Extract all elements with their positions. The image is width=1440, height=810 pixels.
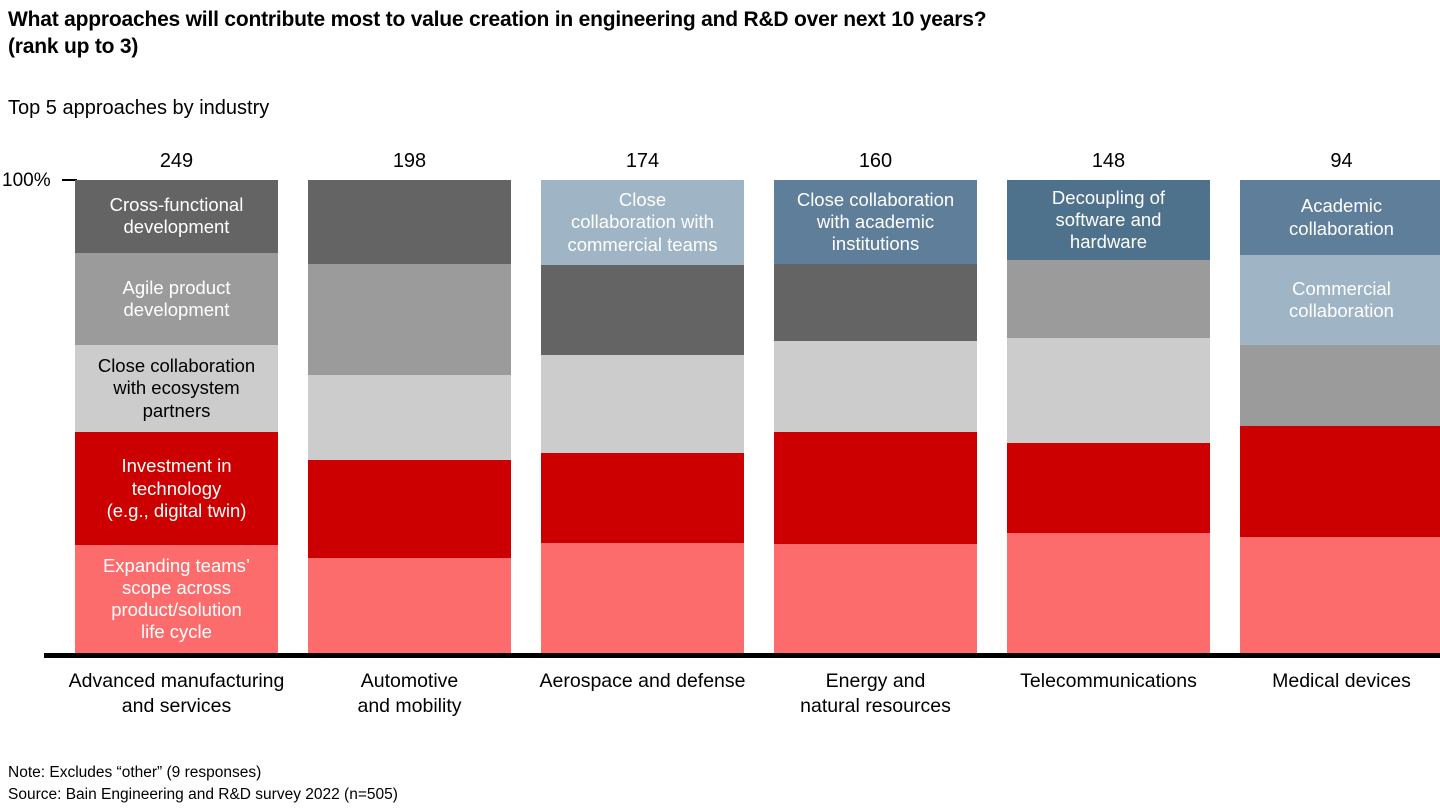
bar-segment[interactable]: Decoupling of software and hardware xyxy=(1007,180,1210,260)
bar-column: 94 Academic collaboration Commercial colla… xyxy=(1240,150,1440,662)
bar-segment[interactable] xyxy=(774,340,977,432)
bar-segment-label: Close collaboration with ecosystem partn… xyxy=(97,355,256,421)
x-axis-category-label: Medical devices xyxy=(1272,670,1411,692)
bar-segment[interactable] xyxy=(541,542,744,653)
bar-segment[interactable] xyxy=(541,452,744,543)
bar-column: 148 Decoupling of software and hardware xyxy=(1007,150,1210,662)
footnote-source: Source: Bain Engineering and R&D survey … xyxy=(8,786,398,803)
bar-segment[interactable]: Commercial collaboration xyxy=(1240,255,1440,346)
bar-stack: Close collaboration with academic instit… xyxy=(774,180,977,653)
bar-segment-label: Expanding teams’ scope across product/so… xyxy=(102,554,251,643)
bar-segment-label: Investment in technology (e.g., digital … xyxy=(106,455,247,521)
bar-column: 198 xyxy=(308,150,511,662)
bar-segment-label: Academic collaboration xyxy=(1289,195,1394,239)
column-total-label: 148 xyxy=(1091,150,1126,172)
x-axis-category-label: Aerospace and defense xyxy=(539,670,746,692)
footnotes: Note: Excludes “other” (9 responses) Sou… xyxy=(8,762,398,806)
chart-plot-area: 100% 249 Cross-functional development Agil… xyxy=(0,150,1440,662)
bar-segment[interactable] xyxy=(308,180,511,264)
bar-stack: Decoupling of software and hardware xyxy=(1007,180,1210,653)
y-axis-tick xyxy=(62,179,77,181)
column-total-label: 160 xyxy=(858,150,893,172)
bar-segment[interactable]: Close collaboration with commercial team… xyxy=(541,180,744,266)
bar-segment[interactable] xyxy=(308,460,511,558)
bar-segment-label: Cross-functional development xyxy=(109,194,244,238)
x-axis-category-label: Advanced manufacturing and services xyxy=(68,670,285,718)
bar-segment[interactable] xyxy=(1007,442,1210,533)
bar-column: 174 Close collaboration with commercial t… xyxy=(541,150,744,662)
bar-column: 160 Close collaboration with academic ins… xyxy=(774,150,977,662)
chart-subtitle: Top 5 approaches by industry xyxy=(8,97,270,119)
bar-segment[interactable] xyxy=(308,263,511,375)
x-axis-baseline xyxy=(44,653,1440,658)
bar-column: 249 Cross-functional development Agile pro… xyxy=(75,150,278,662)
column-total-label: 198 xyxy=(392,150,427,172)
bar-stack xyxy=(308,180,511,653)
x-axis-category-label: Automotive and mobility xyxy=(357,670,462,718)
y-axis-top-label: 100% xyxy=(2,170,51,191)
bar-segment[interactable]: Investment in technology (e.g., digital … xyxy=(75,432,278,546)
page-title: What approaches will contribute most to … xyxy=(8,8,987,59)
bar-segment[interactable] xyxy=(1007,259,1210,338)
bar-stack: Academic collaboration Commercial collabo… xyxy=(1240,180,1440,653)
bar-segment[interactable] xyxy=(1240,537,1440,653)
bar-segment[interactable] xyxy=(774,263,977,341)
bar-segment[interactable] xyxy=(774,543,977,653)
bar-segment[interactable] xyxy=(1007,532,1210,653)
bar-stack: Cross-functional development Agile produc… xyxy=(75,180,278,653)
x-axis-category-label: Telecommunications xyxy=(1020,670,1197,692)
x-axis-category-label: Energy and natural resources xyxy=(800,670,951,718)
footnote-note: Note: Excludes “other” (9 responses) xyxy=(8,764,262,781)
bar-segment-label: Close collaboration with academic instit… xyxy=(796,188,955,254)
bar-segment-label: Close collaboration with commercial team… xyxy=(567,189,718,255)
bar-segment[interactable] xyxy=(1240,425,1440,538)
bar-segment[interactable] xyxy=(774,431,977,544)
column-total-label: 174 xyxy=(625,150,660,172)
bar-segment[interactable] xyxy=(541,355,744,453)
bar-segment[interactable] xyxy=(308,557,511,653)
column-total-label: 249 xyxy=(159,150,194,172)
bar-segment[interactable]: Cross-functional development xyxy=(75,180,278,253)
bar-segment-label: Agile product development xyxy=(122,276,231,320)
bar-segment[interactable]: Expanding teams’ scope across product/so… xyxy=(75,545,278,653)
bar-segment[interactable] xyxy=(1007,337,1210,443)
column-total-label: 94 xyxy=(1330,150,1353,172)
bar-segment[interactable]: Academic collaboration xyxy=(1240,180,1440,256)
bar-segment[interactable]: Close collaboration with academic instit… xyxy=(774,180,977,264)
bar-segment[interactable] xyxy=(541,265,744,355)
bar-segment[interactable]: Agile product development xyxy=(75,252,278,346)
bar-segment[interactable] xyxy=(1240,345,1440,426)
bar-segment-label: Commercial collaboration xyxy=(1289,277,1394,322)
bar-segment[interactable] xyxy=(308,374,511,460)
bar-segment[interactable]: Close collaboration with ecosystem partn… xyxy=(75,345,278,433)
bar-stack: Close collaboration with commercial team… xyxy=(541,180,744,653)
bar-segment-label: Decoupling of software and hardware xyxy=(1051,186,1166,253)
